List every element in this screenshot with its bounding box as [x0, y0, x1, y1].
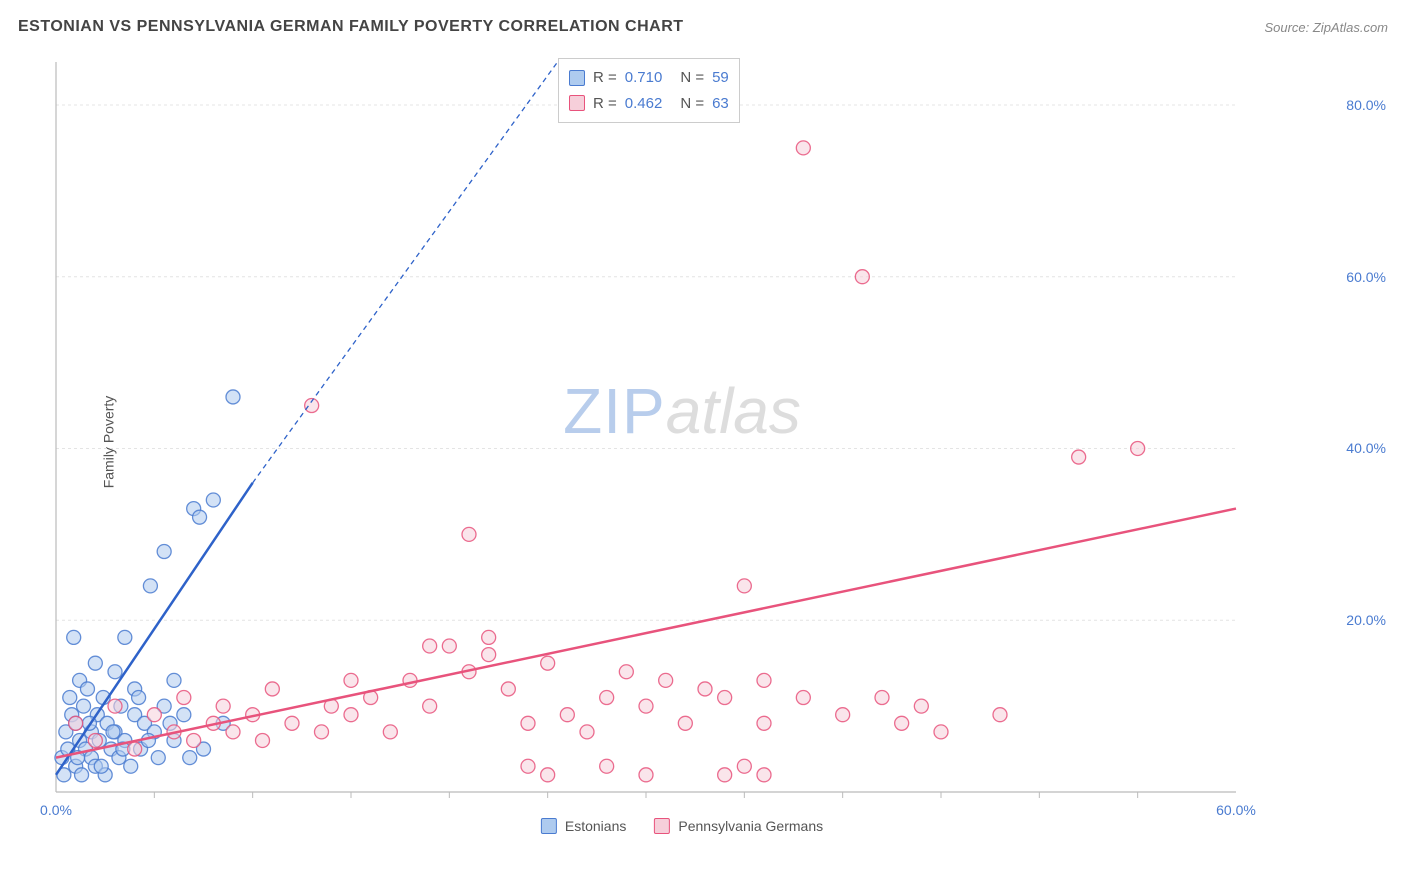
- stats-n-label: N =: [680, 65, 704, 91]
- legend-item: Estonians: [541, 818, 626, 834]
- stats-row: R = 0.710 N = 59: [569, 65, 729, 91]
- legend-item: Pennsylvania Germans: [654, 818, 823, 834]
- source-attribution: Source: ZipAtlas.com: [1264, 20, 1388, 35]
- stats-r-label: R =: [593, 91, 617, 117]
- stats-n-value: 63: [712, 91, 729, 117]
- y-tick-label: 60.0%: [1346, 269, 1386, 285]
- stats-legend-box: R = 0.710 N = 59 R = 0.462 N = 63: [558, 58, 740, 123]
- y-tick-label: 80.0%: [1346, 97, 1386, 113]
- stats-swatch: [569, 95, 585, 111]
- header: ESTONIAN VS PENNSYLVANIA GERMAN FAMILY P…: [18, 18, 1388, 36]
- legend-label: Estonians: [565, 818, 626, 834]
- chart-title: ESTONIAN VS PENNSYLVANIA GERMAN FAMILY P…: [18, 18, 684, 36]
- scatter-plot: [48, 52, 1316, 832]
- y-tick-label: 20.0%: [1346, 612, 1386, 628]
- stats-row: R = 0.462 N = 63: [569, 91, 729, 117]
- stats-n-label: N =: [680, 91, 704, 117]
- stats-swatch: [569, 70, 585, 86]
- stats-r-label: R =: [593, 65, 617, 91]
- legend-label: Pennsylvania Germans: [678, 818, 823, 834]
- legend-swatch: [541, 818, 557, 834]
- x-tick-label: 0.0%: [40, 802, 72, 818]
- x-tick-label: 60.0%: [1216, 802, 1256, 818]
- y-tick-label: 40.0%: [1346, 440, 1386, 456]
- chart-area: Family Poverty ZIPatlas R =0.710N =59R =…: [48, 52, 1316, 832]
- stats-r-value: 0.462: [625, 91, 663, 117]
- stats-n-value: 59: [712, 65, 729, 91]
- legend: Estonians Pennsylvania Germans: [541, 818, 823, 834]
- stats-r-value: 0.710: [625, 65, 663, 91]
- legend-swatch: [654, 818, 670, 834]
